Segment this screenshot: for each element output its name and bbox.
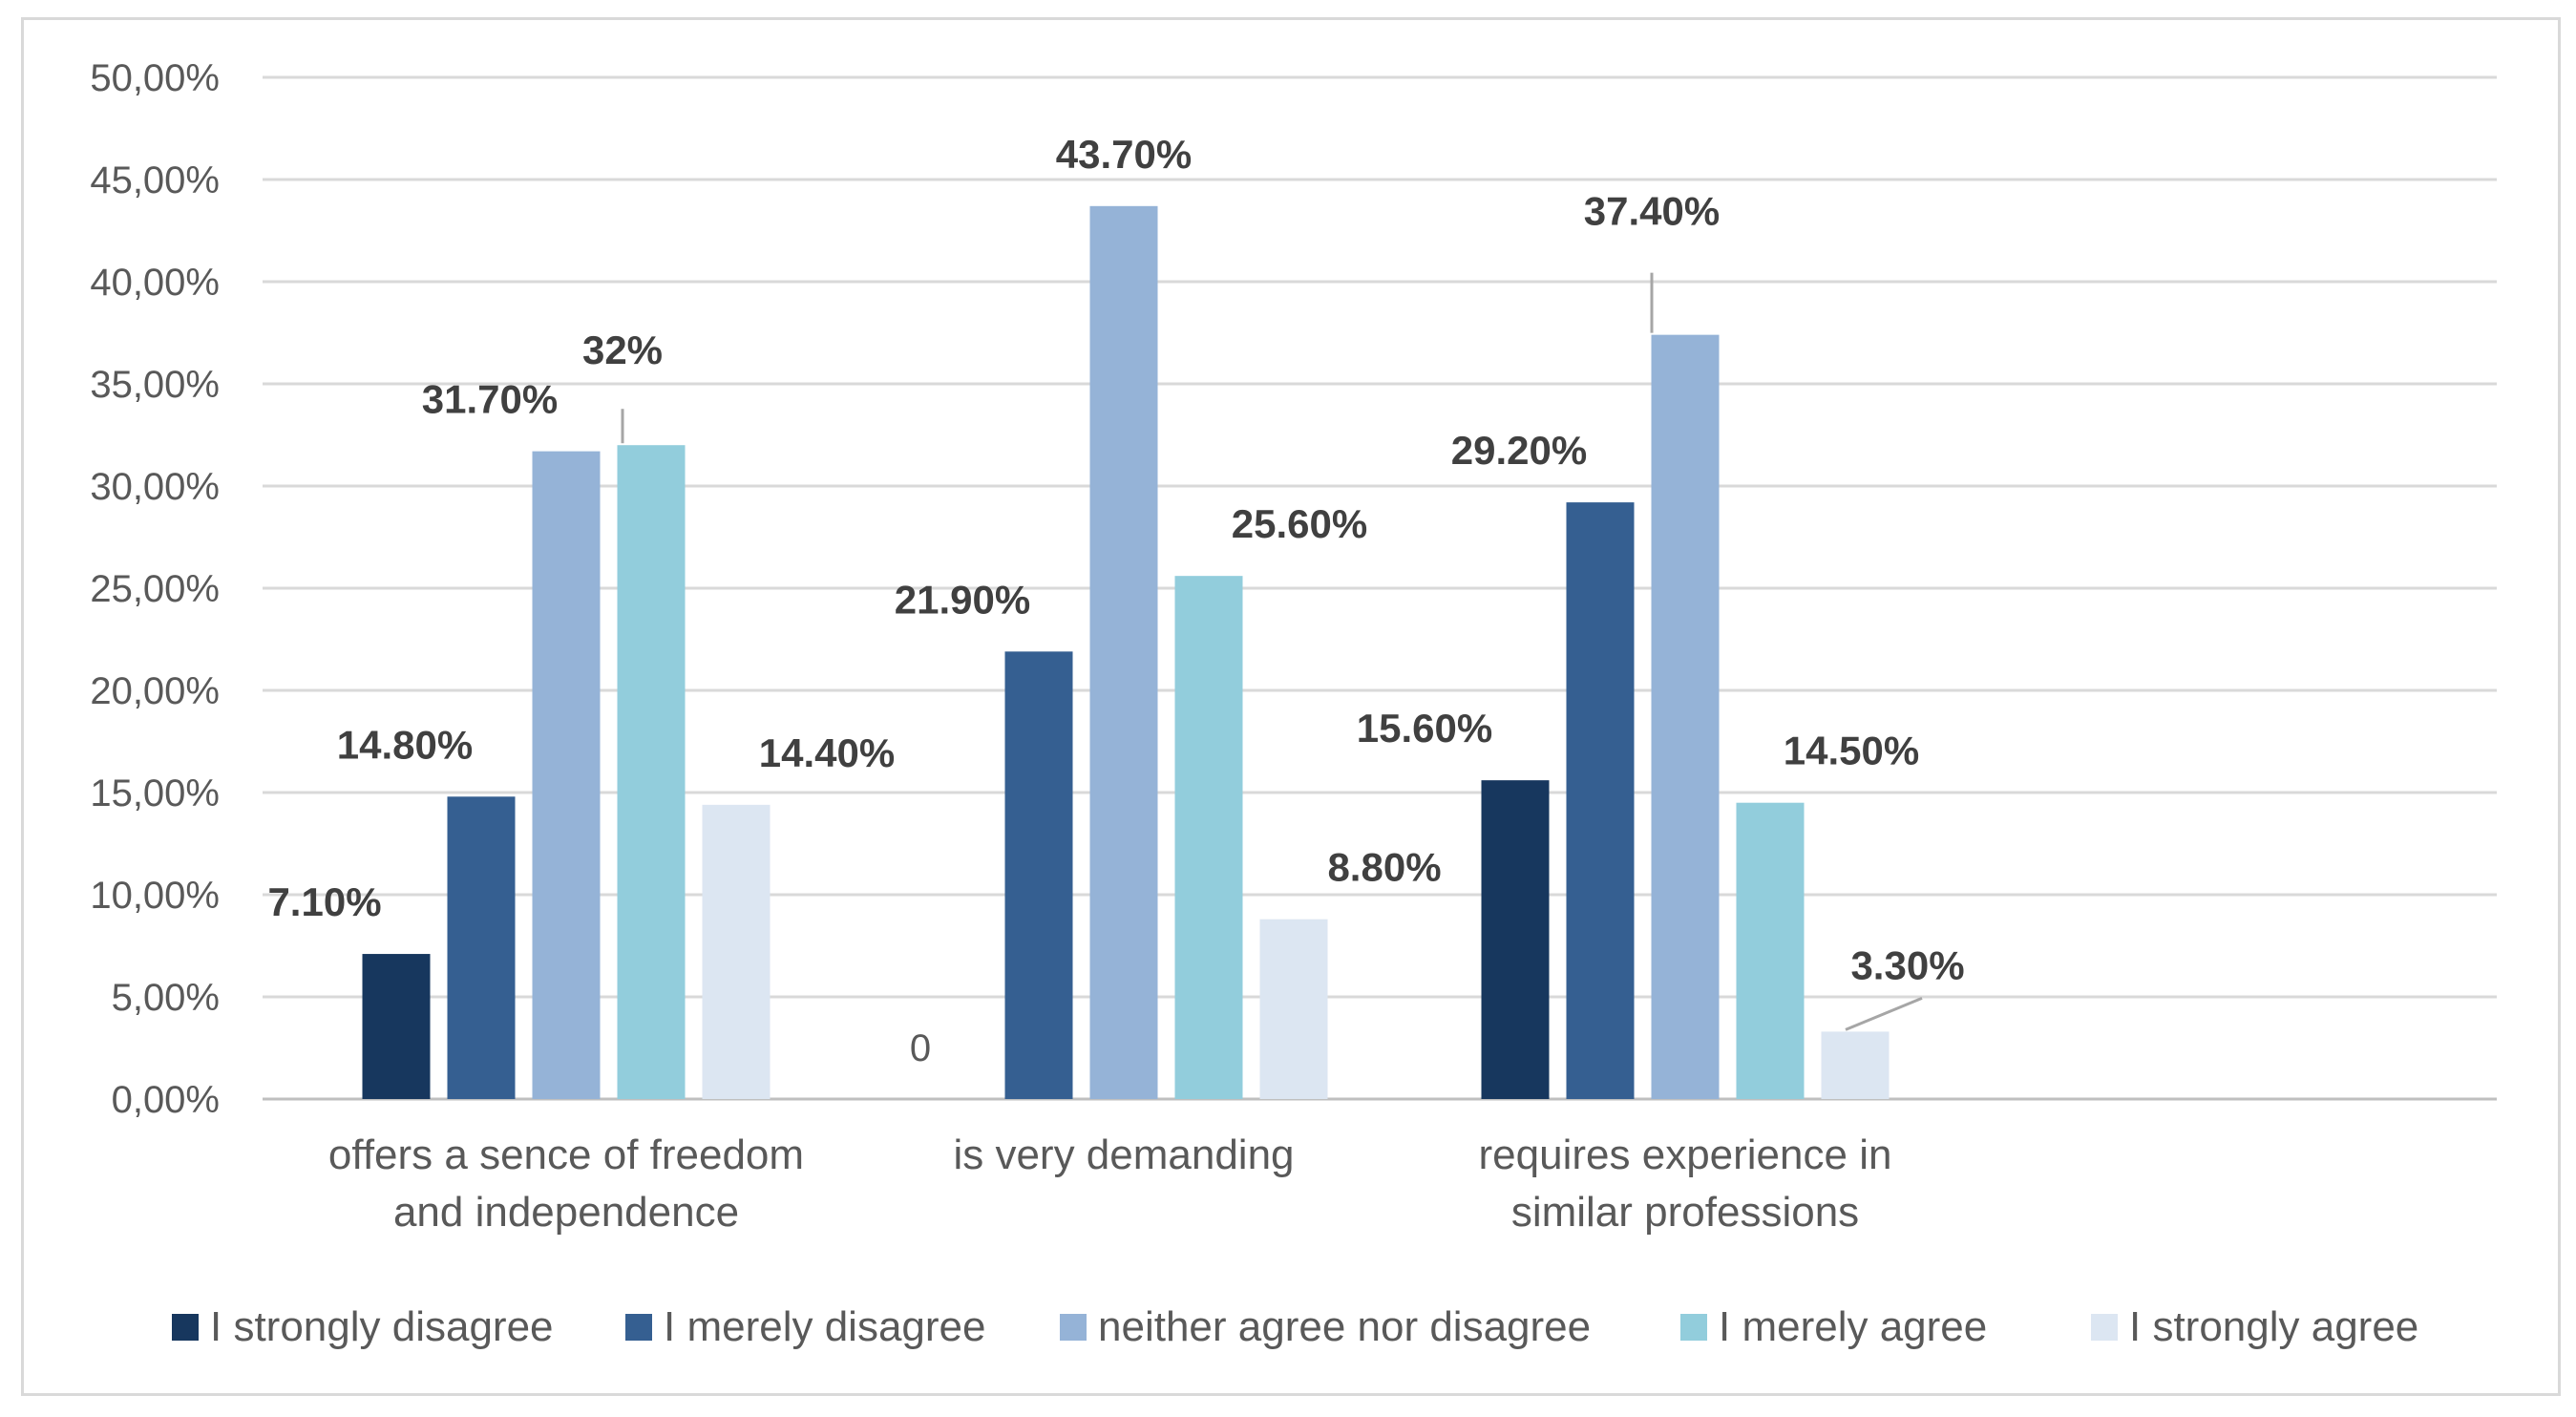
bar-i-merely-agree [1174,576,1243,1099]
data-label: 21.90% [895,577,1030,622]
y-tick-label: 5,00% [112,977,220,1019]
legend-swatch [1060,1314,1087,1341]
category-label: is very demanding [953,1131,1294,1178]
bar-i-strongly-agree [1259,919,1328,1099]
legend: I strongly disagree I merely disagree neit… [172,1303,2418,1350]
data-label: 32% [582,328,663,372]
y-tick-label: 20,00% [90,670,220,712]
legend-swatch [625,1314,652,1341]
legend-swatch [1680,1314,1707,1341]
bar-i-strongly-disagree [362,954,431,1099]
x-axis-categories: offers a sence of freedom and independenc… [328,1131,1892,1236]
data-label: 25.60% [1232,501,1367,546]
data-label: 14.50% [1784,729,1919,773]
category-label: offers a sence of freedom [328,1131,804,1178]
legend-label: I merely disagree [664,1303,985,1350]
category-label: similar professions [1511,1189,1859,1236]
bar-i-strongly-agree [1821,1031,1890,1099]
data-label: 15.60% [1357,706,1492,751]
data-label: 8.80% [1327,845,1441,890]
legend-swatch [172,1314,199,1341]
label-leader-line [1845,996,1923,1031]
legend-label: I strongly disagree [210,1303,554,1350]
y-tick-label: 15,00% [90,772,220,814]
y-tick-label: 30,00% [90,466,220,508]
legend-label: I strongly agree [2129,1303,2418,1350]
bars [362,205,1890,1099]
data-label: 14.80% [337,722,473,767]
category-label: requires experience in [1479,1131,1892,1178]
y-tick-label: 35,00% [90,364,220,406]
y-tick-label: 0,00% [112,1079,220,1121]
y-tick-label: 50,00% [90,57,220,99]
bar-i-strongly-disagree [1481,780,1550,1099]
legend-label: neither agree nor disagree [1098,1303,1591,1350]
bar-chart: 0,00% 5,00% 10,00% 15,00% 20,00% 25,00% 30,00%… [90,57,2497,1350]
bar-i-merely-agree [1736,802,1805,1099]
chart-frame: 0,00% 5,00% 10,00% 15,00% 20,00% 25,00% 30,00%… [21,17,2561,1396]
y-axis-ticks: 0,00% 5,00% 10,00% 15,00% 20,00% 25,00% 30,00%… [90,57,220,1121]
data-label: 7.10% [267,879,381,924]
y-tick-label: 25,00% [90,568,220,610]
data-label: 3.30% [1850,942,1964,987]
bar-i-strongly-agree [702,804,771,1099]
data-label: 31.70% [422,377,558,422]
data-label: 0 [910,1027,931,1069]
data-label: 29.20% [1451,428,1587,473]
bar-i-merely-disagree [1566,502,1635,1099]
y-tick-label: 45,00% [90,159,220,201]
category-label: and independence [393,1189,739,1236]
data-label: 43.70% [1056,132,1192,177]
y-tick-label: 10,00% [90,875,220,917]
data-labels: 7.10% 0 15.60% 14.80% 21.90% 29.20% 31.70% 43.7… [267,132,1964,1069]
data-label: 14.40% [759,730,895,775]
bar-i-merely-disagree [1004,651,1073,1099]
legend-label: I merely agree [1719,1303,1987,1350]
bar-neither-agree-nor-disagree [1651,334,1720,1099]
bar-i-merely-agree [617,445,686,1099]
bar-neither-agree-nor-disagree [532,451,601,1099]
y-tick-label: 40,00% [90,262,220,304]
bar-neither-agree-nor-disagree [1089,205,1158,1099]
bar-i-merely-disagree [447,796,516,1099]
legend-swatch [2091,1314,2118,1341]
data-label: 37.40% [1584,189,1720,234]
